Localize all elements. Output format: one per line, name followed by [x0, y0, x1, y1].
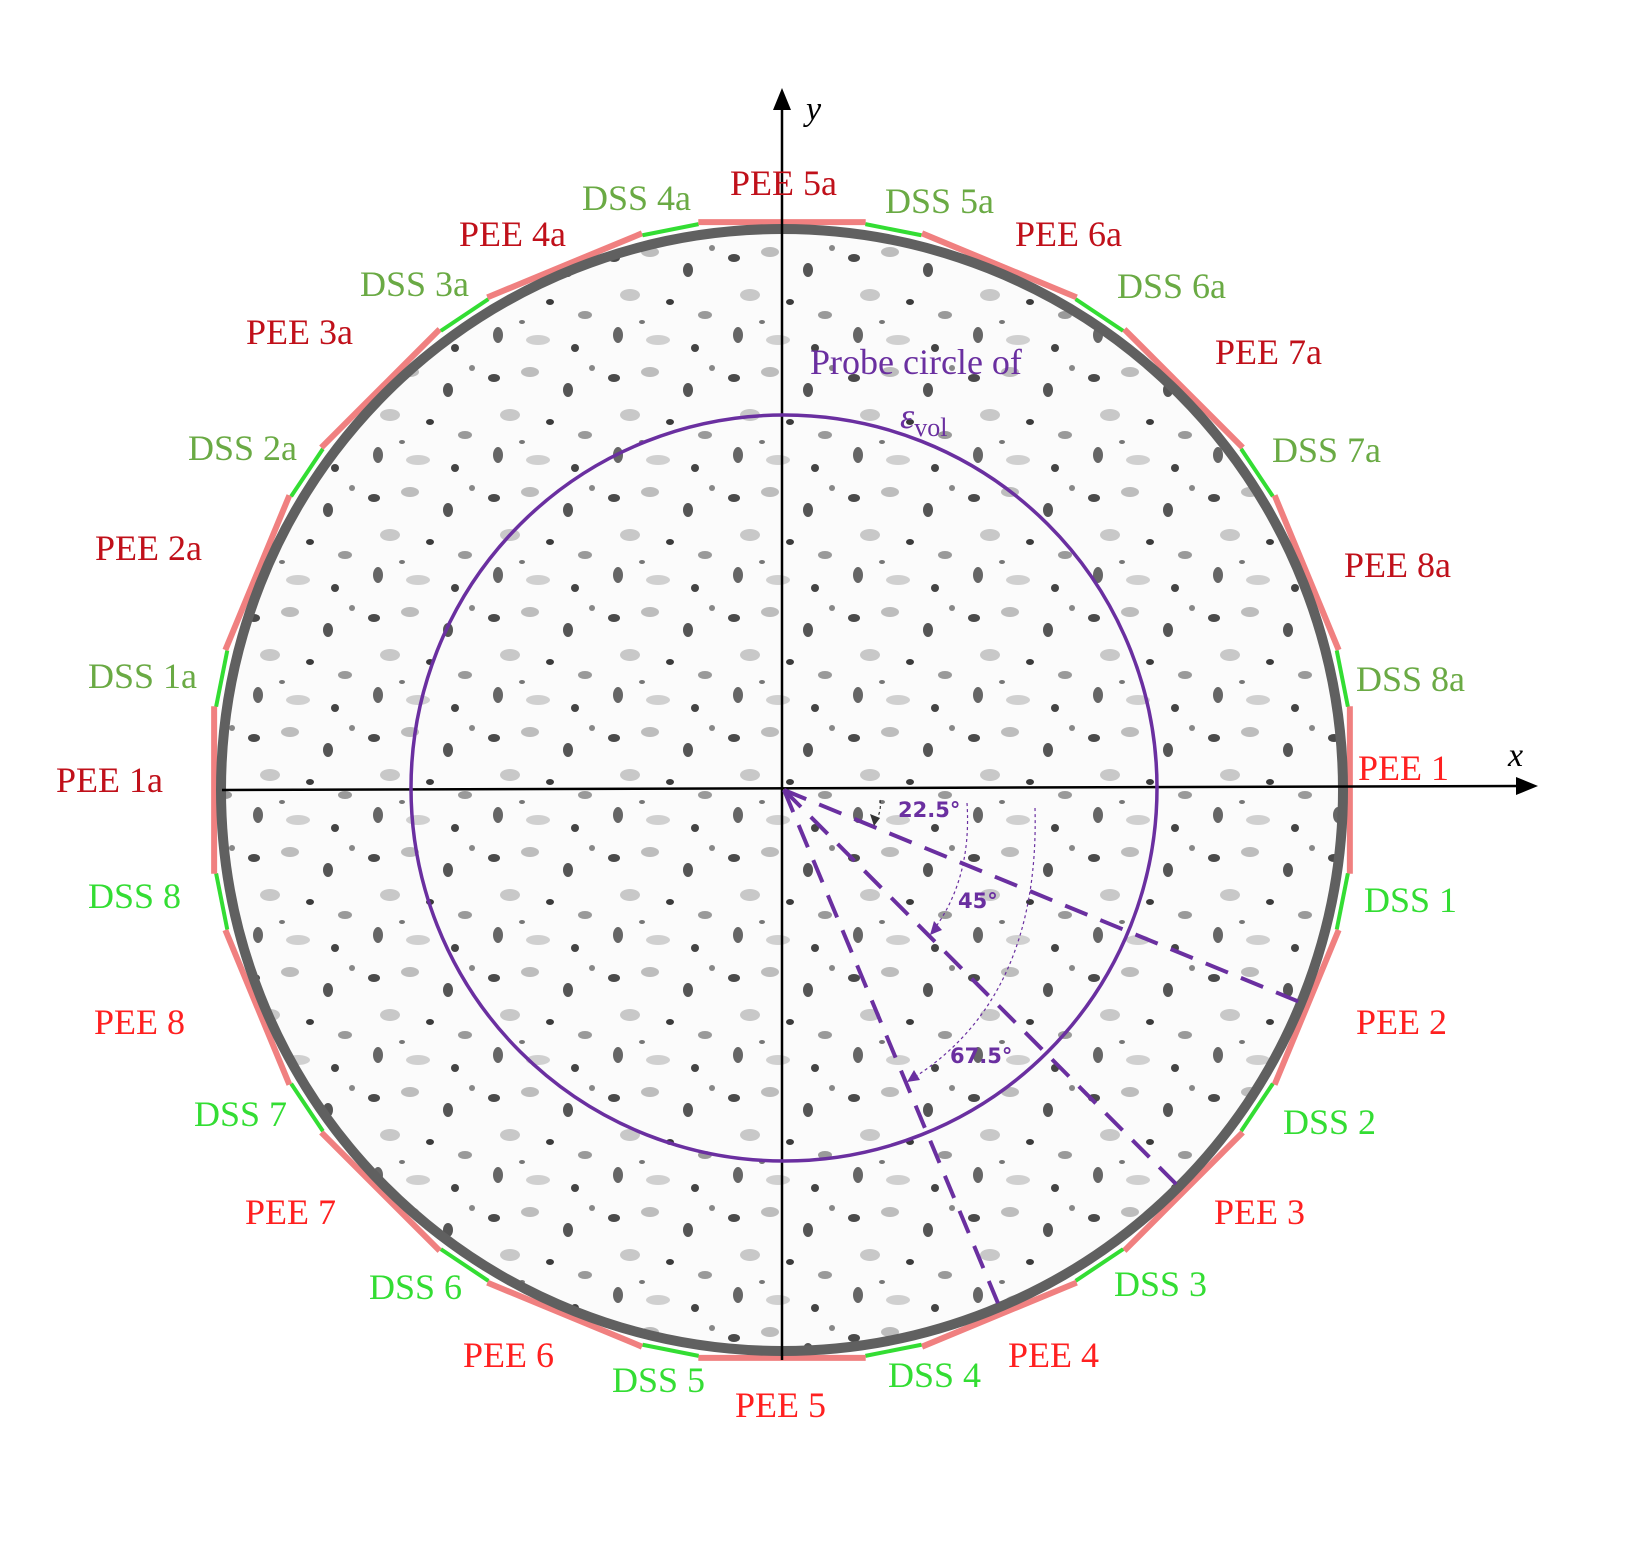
pee-band-segment — [920, 1279, 1078, 1350]
probe-circle-title: Probe circle of — [810, 342, 1022, 382]
pee-band-segment — [1122, 1130, 1245, 1253]
epsilon-subscript: vol — [914, 413, 947, 442]
y-axis-label: y — [803, 91, 822, 128]
pee-band-segment — [486, 1279, 644, 1350]
y-axis-arrowhead — [773, 88, 791, 110]
pee-band-segment — [319, 1130, 442, 1253]
angle-arrowhead-45 — [930, 921, 942, 935]
dss-band-segment — [439, 1247, 490, 1283]
label-pee-4a: PEE 4a — [459, 214, 566, 254]
pee-band-segment — [222, 928, 293, 1086]
dss-band-segment — [642, 222, 699, 238]
epsilon-symbol: ε — [900, 396, 915, 436]
dss-band-segment — [1334, 873, 1350, 930]
dss-band-segment — [865, 222, 922, 238]
label-pee-6a: PEE 6a — [1015, 214, 1122, 254]
dss-band-segment — [865, 1342, 922, 1358]
sensor-bands — [211, 219, 1353, 1361]
angle-label-67: 67.5° — [950, 1044, 1012, 1068]
label-dss-5: DSS 5 — [612, 1360, 705, 1400]
angle-arc-67 — [909, 807, 1036, 1081]
pee-band-segment — [1271, 494, 1342, 652]
label-dss-8a: DSS 8a — [1356, 659, 1465, 699]
angle-arc-22 — [873, 799, 881, 825]
dss-band-segment — [214, 873, 230, 930]
radial-line-pee2 — [783, 788, 1303, 1005]
angle-arrowhead-22 — [870, 814, 880, 826]
label-pee-1: PEE 1 — [1358, 748, 1449, 788]
dss-band-segment — [439, 297, 490, 333]
label-pee-1a: PEE 1a — [56, 760, 163, 800]
axes: x y — [221, 88, 1538, 1360]
pee-band-segment — [319, 327, 442, 450]
label-pee-2a: PEE 2a — [95, 528, 202, 568]
pee-labels: PEE 1 PEE 2 PEE 3 PEE 4 PEE 5 PEE 6 PEE … — [56, 163, 1451, 1425]
label-pee-3a: PEE 3a — [246, 312, 353, 352]
label-dss-6a: DSS 6a — [1117, 266, 1226, 306]
probe-circle-symbol: εvol — [900, 396, 947, 442]
label-dss-4: DSS 4 — [888, 1355, 981, 1395]
pee-band-segment — [1271, 928, 1342, 1086]
pee-band-segment — [222, 494, 293, 652]
radial-line-pee3 — [782, 788, 1182, 1190]
angle-label-45: 45° — [958, 889, 998, 913]
dss-band-segment — [214, 650, 230, 707]
label-pee-5: PEE 5 — [735, 1385, 826, 1425]
label-pee-8: PEE 8 — [94, 1002, 185, 1042]
pee-band-segment — [1122, 327, 1245, 450]
angle-arcs: 22.5° 45° 67.5° — [870, 798, 1036, 1082]
label-dss-1: DSS 1 — [1364, 880, 1457, 920]
dss-band-segment — [1074, 297, 1125, 333]
dss-labels: DSS 1 DSS 2 DSS 3 DSS 4 DSS 5 DSS 6 DSS … — [88, 178, 1465, 1400]
label-pee-4: PEE 4 — [1008, 1335, 1099, 1375]
dss-band-segment — [642, 1342, 699, 1358]
label-dss-7a: DSS 7a — [1272, 430, 1381, 470]
pee-band-segment — [920, 230, 1078, 301]
label-pee-6: PEE 6 — [463, 1335, 554, 1375]
probe-circle — [409, 413, 1159, 1163]
x-axis — [221, 784, 1523, 792]
label-dss-1a: DSS 1a — [88, 656, 197, 696]
label-pee-3: PEE 3 — [1214, 1192, 1305, 1232]
dss-band-segment — [1074, 1247, 1125, 1283]
label-dss-7: DSS 7 — [194, 1094, 287, 1134]
label-pee-2: PEE 2 — [1356, 1002, 1447, 1042]
label-dss-6: DSS 6 — [369, 1267, 462, 1307]
label-pee-7: PEE 7 — [245, 1192, 336, 1232]
radial-line-pee4 — [782, 789, 1002, 1309]
dss-band-segment — [1239, 1082, 1275, 1133]
angle-label-22: 22.5° — [898, 798, 960, 822]
dss-band-segment — [289, 1082, 325, 1133]
dss-band-segment — [289, 447, 325, 498]
angle-arrowhead-67 — [907, 1070, 920, 1082]
label-dss-5a: DSS 5a — [885, 181, 994, 221]
dss-band-segment — [1239, 447, 1275, 498]
radial-dashed-lines — [782, 788, 1303, 1309]
label-dss-3a: DSS 3a — [360, 264, 469, 304]
label-dss-2: DSS 2 — [1283, 1102, 1376, 1142]
label-dss-4a: DSS 4a — [582, 178, 691, 218]
label-pee-7a: PEE 7a — [1215, 332, 1322, 372]
label-pee-8a: PEE 8a — [1344, 545, 1451, 585]
label-dss-3: DSS 3 — [1114, 1264, 1207, 1304]
label-dss-2a: DSS 2a — [188, 428, 297, 468]
label-dss-8: DSS 8 — [88, 876, 181, 916]
label-pee-5a: PEE 5a — [730, 163, 837, 203]
dss-band-segment — [1334, 650, 1350, 707]
pee-band-segment — [486, 230, 644, 301]
angle-arc-45 — [931, 802, 969, 933]
x-axis-arrowhead — [1516, 777, 1538, 795]
x-axis-label: x — [1507, 737, 1523, 774]
